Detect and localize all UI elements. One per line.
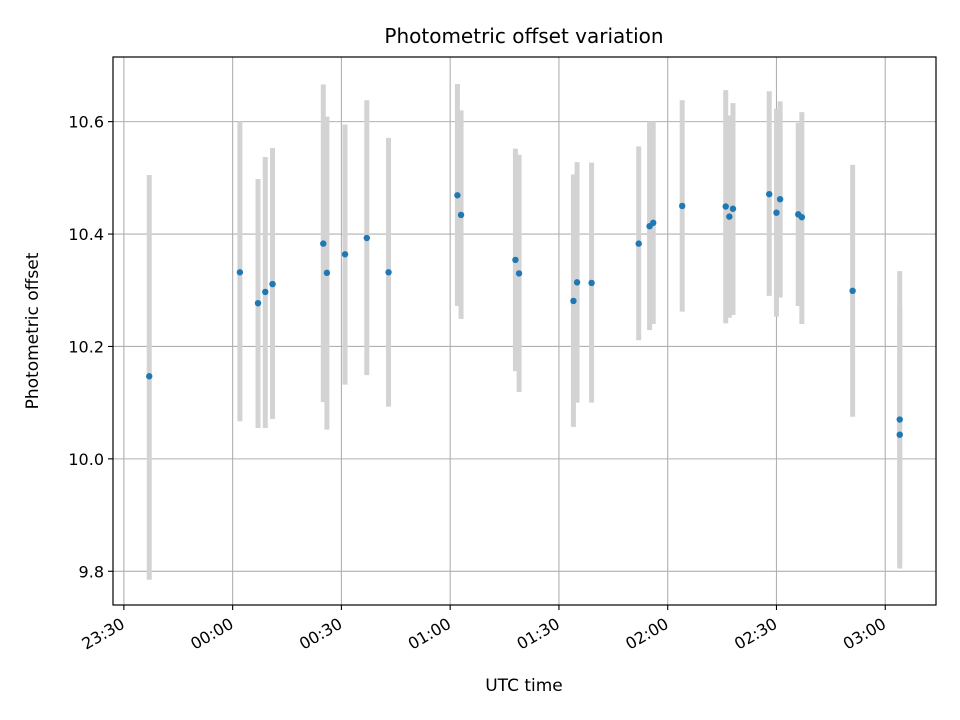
- data-points: [146, 190, 903, 438]
- data-point: [773, 209, 780, 216]
- data-point: [776, 195, 784, 203]
- data-point: [635, 240, 642, 247]
- data-point: [726, 213, 733, 220]
- data-point: [849, 287, 856, 295]
- data-point: [766, 190, 773, 198]
- y-tick-label: 10.4: [68, 225, 104, 244]
- data-point: [341, 251, 349, 258]
- data-point: [512, 256, 519, 264]
- data-point: [262, 288, 269, 296]
- y-tick-label: 10.0: [68, 450, 104, 469]
- data-point: [896, 416, 903, 423]
- x-axis-label: UTC time: [485, 676, 563, 696]
- data-point: [798, 213, 806, 221]
- data-point: [457, 211, 465, 219]
- y-axis-label: Photometric offset: [23, 252, 43, 409]
- y-axis-ticks: 9.8 10.0 10.2 10.4 10.6: [68, 113, 113, 581]
- data-point: [254, 299, 262, 307]
- data-point: [269, 280, 276, 288]
- y-tick-label: 9.8: [79, 562, 104, 581]
- grid-lines: [113, 57, 936, 605]
- data-point: [515, 270, 523, 277]
- y-tick-label: 10.2: [68, 337, 104, 356]
- data-point: [679, 202, 686, 210]
- data-point: [236, 269, 244, 276]
- data-point: [573, 279, 581, 286]
- data-point: [722, 203, 729, 210]
- plot-frame: [112, 56, 937, 606]
- data-point: [146, 373, 153, 380]
- data-point: [320, 240, 327, 247]
- data-point: [729, 205, 737, 212]
- data-point: [385, 269, 392, 276]
- chart-title: Photometric offset variation: [384, 24, 663, 48]
- data-point: [570, 297, 577, 305]
- data-point: [650, 219, 657, 227]
- data-point: [363, 234, 370, 242]
- data-point: [323, 269, 331, 277]
- data-point: [454, 192, 461, 199]
- y-tick-label: 10.6: [68, 113, 104, 132]
- data-point: [588, 279, 595, 287]
- data-point: [896, 431, 903, 438]
